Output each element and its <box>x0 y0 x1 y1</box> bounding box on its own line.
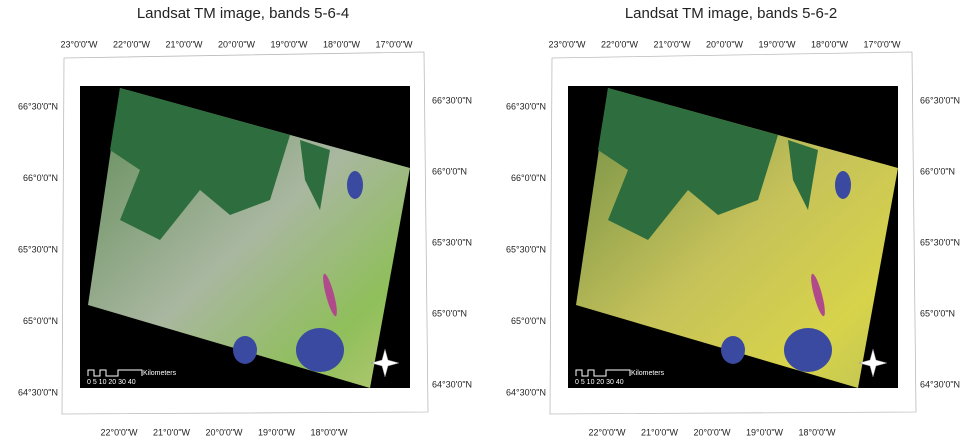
highland-patch <box>323 273 337 317</box>
longitude-label: 21°0'0"W <box>653 39 691 49</box>
latitude-label: 66°0'0"N <box>23 173 58 183</box>
scale-unit: Kilometers <box>631 370 665 377</box>
glacier-lake <box>296 328 344 372</box>
scale-bar <box>575 369 631 377</box>
latitude-label: 64°30'0"N <box>506 387 546 397</box>
longitude-label: 20°0'0"W <box>205 427 243 437</box>
longitude-label: 22°0'0"W <box>113 39 151 49</box>
latitude-label: 65°0'0"N <box>511 316 546 326</box>
latitude-label: 65°30'0"N <box>920 237 960 247</box>
longitude-label: 18°0'0"W <box>811 39 849 49</box>
map-panel: Landsat TM image, bands 5-6-4 23°0'0"W 22°… <box>18 5 472 437</box>
graticule-frame <box>61 51 429 415</box>
scale-bar <box>87 369 143 377</box>
map-panel: Landsat TM image, bands 5-6-2 23°0'0"W 22°… <box>506 5 960 437</box>
fjord <box>788 140 818 210</box>
latitude-label: 66°30'0"N <box>506 101 546 111</box>
longitude-label: 19°0'0"W <box>746 427 784 437</box>
longitude-label: 20°0'0"W <box>706 39 744 49</box>
latitude-label: 65°30'0"N <box>18 244 58 254</box>
map-title: Landsat TM image, bands 5-6-2 <box>625 5 837 22</box>
map-title: Landsat TM image, bands 5-6-4 <box>137 5 349 22</box>
longitude-label: 18°0'0"W <box>798 427 836 437</box>
longitude-label: 23°0'0"W <box>548 39 586 49</box>
latitude-label: 66°0'0"N <box>920 166 955 176</box>
scale-numbers: 0 5 10 20 30 40 <box>87 379 136 386</box>
longitude-label: 21°0'0"W <box>165 39 203 49</box>
latitude-label: 65°0'0"N <box>432 308 467 318</box>
latitude-label: 64°30'0"N <box>920 379 960 389</box>
longitude-label: 19°0'0"W <box>270 39 308 49</box>
longitude-label: 20°0'0"W <box>218 39 256 49</box>
glacier-lake <box>721 336 745 364</box>
lake <box>835 171 851 199</box>
north-arrow <box>858 348 888 378</box>
longitude-label: 22°0'0"W <box>588 427 626 437</box>
longitude-label: 21°0'0"W <box>153 427 191 437</box>
longitude-label: 20°0'0"W <box>693 427 731 437</box>
longitude-label: 21°0'0"W <box>641 427 679 437</box>
latitude-label: 65°30'0"N <box>506 244 546 254</box>
latitude-label: 66°30'0"N <box>432 95 472 105</box>
glacier-lake <box>233 336 257 364</box>
graticule-frame <box>549 51 917 415</box>
latitude-label: 66°30'0"N <box>920 95 960 105</box>
longitude-label: 19°0'0"W <box>258 427 296 437</box>
latitude-label: 65°0'0"N <box>920 308 955 318</box>
longitude-label: 22°0'0"W <box>601 39 639 49</box>
highland-patch <box>811 273 825 317</box>
latitude-label: 66°30'0"N <box>18 101 58 111</box>
latitude-label: 65°30'0"N <box>432 237 472 247</box>
fjord <box>300 140 330 210</box>
latitude-label: 65°0'0"N <box>23 316 58 326</box>
glacier-lake <box>784 328 832 372</box>
latitude-label: 64°30'0"N <box>18 387 58 397</box>
longitude-label: 22°0'0"W <box>100 427 138 437</box>
sea-fjord <box>110 88 290 240</box>
longitude-label: 19°0'0"W <box>758 39 796 49</box>
north-arrow <box>370 348 400 378</box>
longitude-label: 17°0'0"W <box>375 39 413 49</box>
lake <box>347 171 363 199</box>
scale-numbers: 0 5 10 20 30 40 <box>575 379 624 386</box>
longitude-label: 18°0'0"W <box>310 427 348 437</box>
longitude-label: 23°0'0"W <box>60 39 98 49</box>
latitude-label: 66°0'0"N <box>432 166 467 176</box>
scale-unit: Kilometers <box>143 370 177 377</box>
latitude-label: 66°0'0"N <box>511 173 546 183</box>
latitude-label: 64°30'0"N <box>432 379 472 389</box>
longitude-label: 18°0'0"W <box>323 39 361 49</box>
sea-fjord <box>598 88 778 240</box>
longitude-label: 17°0'0"W <box>863 39 901 49</box>
